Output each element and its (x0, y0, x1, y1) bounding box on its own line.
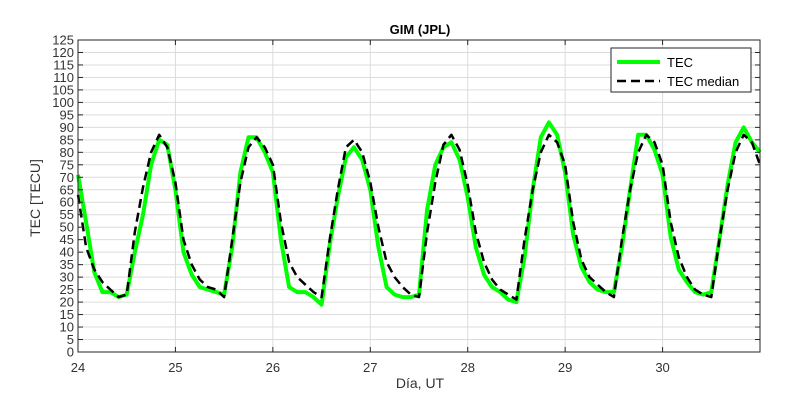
x-tick-label: 28 (460, 360, 474, 375)
y-tick-label: 30 (60, 270, 74, 285)
y-tick-label: 15 (60, 307, 74, 322)
series-lines (76, 120, 762, 307)
y-tick-label: 45 (60, 232, 74, 247)
y-tick-label: 70 (60, 170, 74, 185)
axis-ticks: 0510152025303540455055606570758085909510… (52, 33, 760, 375)
chart-title: GIM (JPL) (390, 22, 451, 37)
y-tick-label: 10 (60, 320, 74, 335)
y-tick-label: 60 (60, 195, 74, 210)
y-tick-label: 40 (60, 245, 74, 260)
legend-label-tec: TEC (667, 55, 693, 70)
y-tick-label: 65 (60, 182, 74, 197)
x-axis-label: Día, UT (396, 375, 445, 391)
y-tick-label: 90 (60, 120, 74, 135)
y-tick-label: 85 (60, 132, 74, 147)
legend-box (610, 47, 752, 93)
y-tick-label: 25 (60, 282, 74, 297)
y-axis-label: TEC [TECU] (27, 159, 43, 237)
y-tick-label: 55 (60, 207, 74, 222)
x-tick-label: 29 (558, 360, 572, 375)
y-tick-label: 75 (60, 157, 74, 172)
x-tick-label: 25 (168, 360, 182, 375)
y-tick-label: 125 (52, 33, 74, 48)
plot-area-frame (77, 39, 761, 353)
y-tick-label: 0 (67, 345, 74, 360)
legend-label-tec-median: TEC median (667, 74, 739, 89)
x-tick-label: 30 (655, 360, 669, 375)
y-tick-label: 20 (60, 295, 74, 310)
y-tick-label: 80 (60, 145, 74, 160)
series-line-tec-median (76, 133, 762, 301)
x-tick-label: 26 (266, 360, 280, 375)
legend: TEC TEC median (610, 47, 752, 93)
x-tick-label: 27 (363, 360, 377, 375)
x-tick-label: 24 (71, 360, 85, 375)
y-tick-label: 115 (53, 57, 74, 72)
y-tick-label: 35 (60, 257, 74, 272)
y-tick-label: 95 (60, 107, 74, 122)
y-tick-label: 105 (52, 82, 74, 97)
y-tick-label: 50 (60, 220, 74, 235)
y-tick-label: 110 (53, 70, 74, 85)
y-tick-label: 5 (67, 332, 74, 347)
y-tick-label: 120 (52, 45, 74, 60)
y-tick-label: 100 (52, 95, 74, 110)
